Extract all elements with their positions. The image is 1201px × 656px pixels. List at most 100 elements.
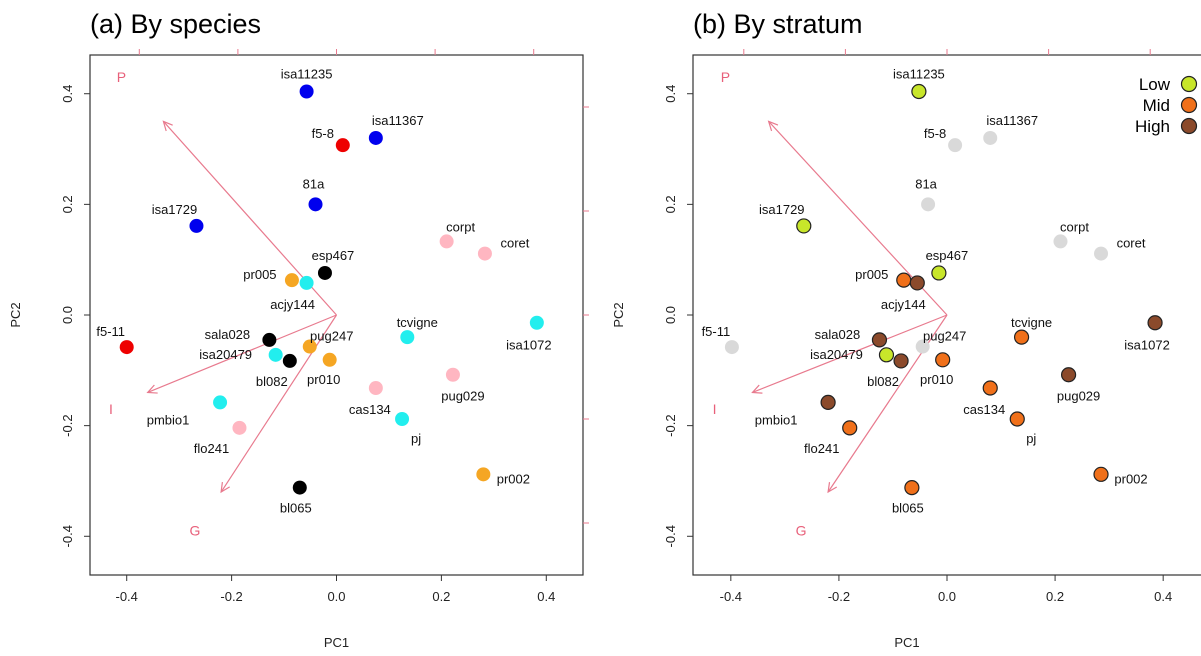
data-point [1009, 411, 1025, 427]
point-label: isa11367 [372, 113, 424, 128]
panel-by-species: (a) By species -0.4 -0.2 0.0 0.2 0.4 -0.4 -0.2 0… [8, 9, 589, 650]
data-point [842, 420, 858, 436]
point-label: pmbio1 [755, 412, 798, 427]
data-point [335, 138, 350, 153]
point-label: isa1729 [759, 202, 805, 217]
legend-label: Mid [1143, 96, 1170, 115]
point-label: pug247 [310, 329, 353, 344]
point-label: corpt [446, 219, 475, 234]
point-label: tcvigne [397, 315, 438, 330]
y-tick-label: 0.2 [60, 195, 75, 213]
data-point [299, 84, 314, 99]
vector-arrowhead [220, 482, 230, 494]
point-label: sala028 [815, 327, 861, 342]
x-tick-label: 0.4 [537, 589, 555, 604]
y-tick-label: -0.4 [663, 525, 678, 547]
x-axis-label: PC1 [324, 635, 349, 650]
x-tick-label: 0.0 [327, 589, 345, 604]
loading-vector-G [220, 314, 338, 493]
point-label: cas134 [349, 402, 391, 417]
data-point [302, 339, 317, 354]
data-point [796, 218, 812, 234]
data-point [368, 130, 383, 145]
point-label: isa11235 [281, 67, 333, 82]
point-label: bl065 [280, 501, 312, 516]
point-label: coret [1117, 236, 1146, 251]
data-point [268, 347, 283, 362]
point-label: pr005 [855, 267, 888, 282]
y-tick-label: -0.2 [60, 414, 75, 436]
data-point [1147, 315, 1163, 331]
data-point [292, 480, 307, 495]
data-point [282, 353, 297, 368]
point-label: isa20479 [810, 347, 863, 362]
point-label: isa1072 [1124, 338, 1170, 353]
point-label: acjy144 [270, 297, 315, 312]
x-tick-label: -0.2 [220, 589, 242, 604]
point-label: cas134 [963, 402, 1005, 417]
point-label: sala028 [205, 327, 251, 342]
data-point [368, 381, 383, 396]
x-tick-label: -0.4 [720, 589, 742, 604]
point-label: pr002 [1114, 471, 1147, 486]
vector-arrowhead [751, 384, 763, 394]
data-point [322, 352, 337, 367]
data-point [232, 420, 247, 435]
data-point [1093, 466, 1109, 482]
x-tick-label: 0.0 [938, 589, 956, 604]
vector-arrowhead [827, 482, 838, 494]
data-point [893, 353, 909, 369]
x-tick-label: -0.4 [116, 589, 138, 604]
legend-label: High [1135, 117, 1170, 136]
point-label: pj [411, 431, 421, 446]
vector-label-I: I [713, 401, 717, 417]
point-label: tcvigne [1011, 315, 1052, 330]
data-point [189, 218, 204, 233]
point-label: bl082 [867, 374, 899, 389]
loading-vector-I [752, 314, 948, 394]
y-tick-label: 0.0 [60, 306, 75, 324]
point-label: esp467 [312, 248, 355, 263]
point-label: pug247 [923, 329, 966, 344]
data-point [931, 265, 947, 281]
data-point [983, 130, 998, 145]
vector-arrowhead [162, 120, 173, 132]
point-label: pr010 [920, 372, 953, 387]
data-point [948, 138, 963, 153]
legend-swatch [1180, 75, 1198, 93]
vector-label-G: G [189, 523, 200, 539]
data-point [724, 340, 739, 355]
point-label: isa1072 [506, 338, 552, 353]
point-label: pug029 [441, 389, 484, 404]
point-label: 81a [915, 176, 937, 191]
data-point [529, 315, 544, 330]
data-point [896, 272, 912, 288]
panel-by-stratum: (b) By stratum -0.4 -0.2 0.0 0.2 0.4 -0.4 -0.2 0… [611, 9, 1201, 650]
point-label: flo241 [194, 441, 229, 456]
loading-vector-I [147, 314, 337, 394]
point-label: pr010 [307, 372, 340, 387]
point-label: pj [1026, 431, 1036, 446]
data-point [213, 395, 228, 410]
y-tick-label: -0.4 [60, 525, 75, 547]
point-label: f5-8 [924, 126, 946, 141]
point-label: 81a [303, 176, 325, 191]
legend-swatch [1180, 117, 1198, 135]
data-point [921, 197, 936, 212]
y-axis-label: PC2 [8, 302, 23, 327]
x-axis-label: PC1 [894, 635, 919, 650]
data-point [1094, 246, 1109, 261]
point-label: pmbio1 [147, 412, 190, 427]
x-tick-label: 0.2 [1046, 589, 1064, 604]
vector-label-P: P [117, 69, 126, 85]
chart-title: (b) By stratum [693, 9, 863, 39]
data-point [308, 197, 323, 212]
data-point [477, 246, 492, 261]
point-label: isa11367 [986, 113, 1038, 128]
data-point [909, 275, 925, 291]
legend-label: Low [1139, 75, 1171, 94]
vector-label-I: I [109, 401, 113, 417]
chart-title: (a) By species [90, 9, 261, 39]
point-label: f5-8 [312, 126, 334, 141]
